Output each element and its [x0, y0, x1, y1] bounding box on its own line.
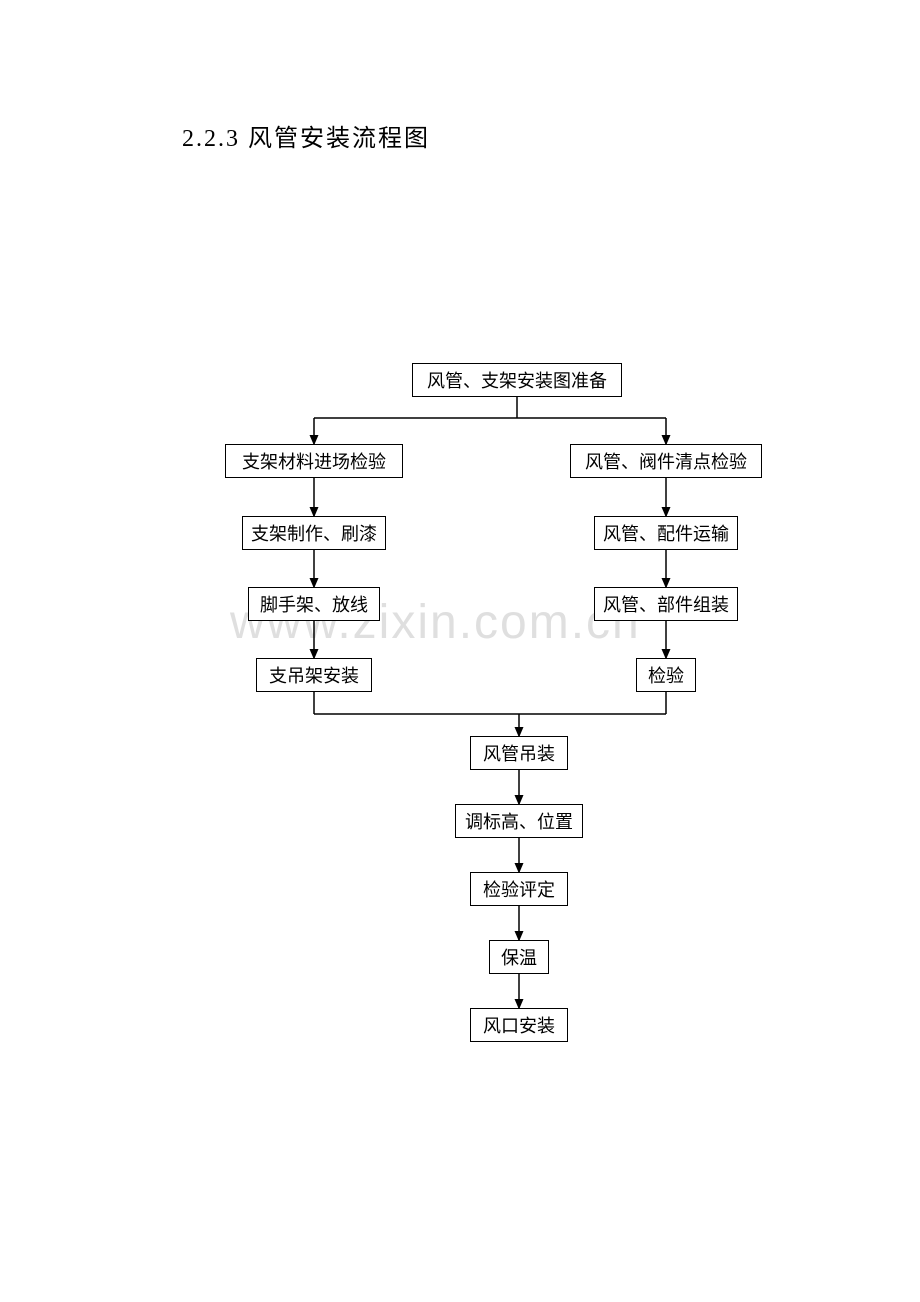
flow-node-n7: 支吊架安装 [256, 658, 372, 692]
flow-node-n1: 支架材料进场检验 [225, 444, 403, 478]
flow-node-n4: 风管、配件运输 [594, 516, 738, 550]
flowchart-arrows [0, 0, 920, 1302]
flow-node-n9: 风管吊装 [470, 736, 568, 770]
flow-node-n11: 检验评定 [470, 872, 568, 906]
flow-node-n6: 风管、部件组装 [594, 587, 738, 621]
flow-node-n2: 风管、阀件清点检验 [570, 444, 762, 478]
flow-node-n12: 保温 [489, 940, 549, 974]
flow-node-n5: 脚手架、放线 [248, 587, 380, 621]
flow-node-n0: 风管、支架安装图准备 [412, 363, 622, 397]
flow-node-n8: 检验 [636, 658, 696, 692]
section-title: 2.2.3 风管安装流程图 [182, 118, 430, 153]
flow-node-n10: 调标高、位置 [455, 804, 583, 838]
flow-node-n13: 风口安装 [470, 1008, 568, 1042]
flow-node-n3: 支架制作、刷漆 [242, 516, 386, 550]
